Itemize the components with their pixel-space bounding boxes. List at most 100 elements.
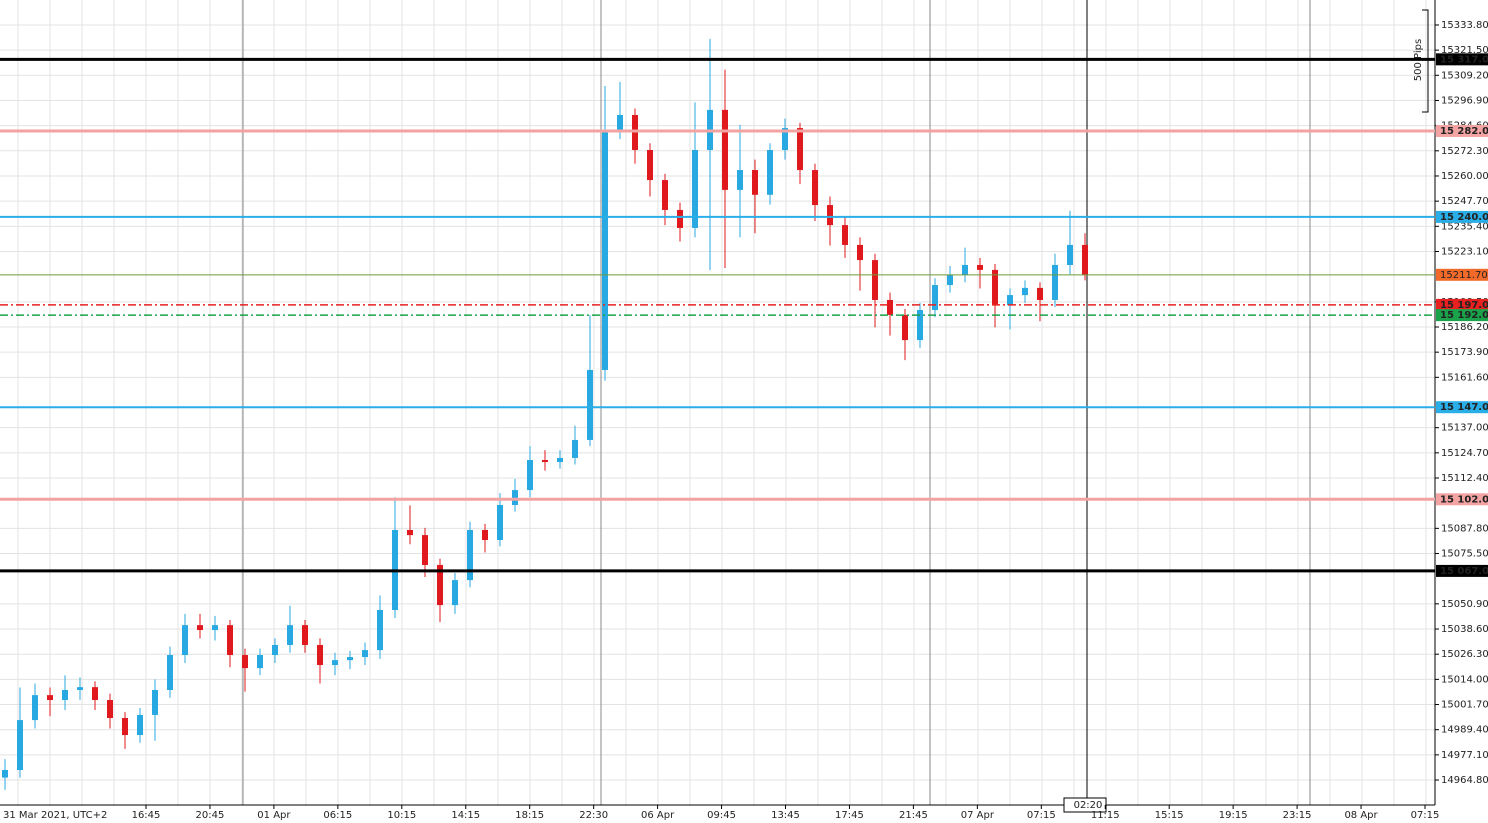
candle-body	[302, 625, 308, 645]
x-tick-label: 19:15	[1219, 810, 1248, 821]
candle-body	[512, 490, 518, 506]
candle-body	[662, 180, 668, 210]
candle-body	[2, 770, 8, 778]
candle-body	[347, 657, 353, 661]
level-label: 15 147.00	[1440, 402, 1488, 413]
candle-body	[842, 225, 848, 245]
candle-body	[632, 115, 638, 150]
x-tick-label: 01 Apr	[257, 810, 291, 821]
y-tick-label: 15296.90	[1441, 95, 1488, 106]
candle-body	[137, 714, 143, 736]
candle-body	[62, 690, 68, 701]
pip-ruler	[1422, 9, 1429, 113]
x-tick-label: 14:15	[451, 810, 480, 821]
y-tick-label: 15014.00	[1441, 674, 1488, 685]
y-tick-label: 15333.80	[1441, 20, 1488, 31]
grid	[0, 0, 1435, 805]
x-tick-label: 07:15	[1027, 810, 1056, 821]
candle-body	[827, 205, 833, 226]
candle-body	[587, 369, 593, 440]
candle-body	[77, 687, 83, 690]
candle-body	[692, 149, 698, 228]
x-tick-label: 22:30	[579, 810, 608, 821]
y-tick-label: 15247.70	[1441, 196, 1488, 207]
y-tick-label: 15026.30	[1441, 649, 1488, 660]
x-tick-label: 21:45	[899, 810, 928, 821]
candle-body	[977, 264, 983, 270]
candle-body	[152, 690, 158, 715]
candle-body	[752, 170, 758, 195]
level-box	[1436, 298, 1488, 311]
candle-body	[482, 529, 488, 541]
candle-body	[377, 609, 383, 651]
candle-body	[782, 128, 788, 150]
x-tick-label: 15:15	[1155, 810, 1184, 821]
candle-body	[737, 170, 743, 190]
candle-body	[602, 129, 608, 370]
candle-body	[1067, 244, 1073, 265]
candle-body	[572, 439, 578, 458]
y-tick-label: 15001.70	[1441, 700, 1488, 711]
candle-body	[962, 264, 968, 276]
y-tick-label: 15124.70	[1441, 448, 1488, 459]
y-tick-label: 15186.20	[1441, 322, 1488, 333]
level-box	[1436, 309, 1488, 322]
crosshair-label-box	[1063, 797, 1107, 813]
level-label: 15 102.00	[1440, 494, 1488, 505]
candle-body	[1037, 287, 1043, 300]
level-label: 15 067.00	[1440, 566, 1488, 577]
x-tick-label: 20:45	[196, 810, 225, 821]
x-tick-label: 06:15	[323, 810, 352, 821]
candle-body	[182, 625, 188, 656]
x-tick-label: 11:15	[1091, 810, 1120, 821]
candle-body	[887, 299, 893, 315]
candle-body	[722, 109, 728, 190]
candle-body	[422, 535, 428, 565]
y-tick-label: 14964.80	[1441, 775, 1488, 786]
candle-body	[212, 625, 218, 631]
candle-body	[797, 128, 803, 171]
candle-body	[917, 310, 923, 341]
y-tick-label: 15321.50	[1441, 45, 1488, 56]
level-label: 15 282.00	[1440, 126, 1488, 137]
candle-body	[677, 209, 683, 228]
candle-body	[227, 625, 233, 656]
x-tick-label: 06 Apr	[641, 810, 675, 821]
y-tick-label: 15309.20	[1441, 70, 1488, 81]
level-box	[1436, 493, 1488, 506]
current-price-label: 15211.70	[1440, 270, 1488, 281]
candle-body	[452, 580, 458, 606]
level-box	[1436, 53, 1488, 66]
candle-body	[197, 625, 203, 631]
level-box	[1436, 401, 1488, 414]
candle-body	[167, 655, 173, 690]
candle-body	[1052, 264, 1058, 300]
level-box	[1436, 210, 1488, 223]
level-label: 15 240.00	[1440, 212, 1488, 223]
level-label: 15 197.00	[1440, 300, 1488, 311]
x-tick-label: 31 Mar 2021, UTC+2	[3, 810, 107, 821]
y-tick-label: 15260.00	[1441, 171, 1488, 182]
x-tick-label: 18:15	[515, 810, 544, 821]
y-tick-label: 15223.10	[1441, 246, 1488, 257]
current-price-box	[1436, 268, 1488, 281]
candle-body	[362, 650, 368, 658]
candle-body	[257, 655, 263, 669]
level-box	[1436, 124, 1488, 137]
candle-body	[857, 244, 863, 261]
y-tick-label: 15161.60	[1441, 372, 1488, 383]
y-tick-label: 15272.30	[1441, 146, 1488, 157]
day-separators	[242, 0, 1311, 805]
candle-body	[1022, 287, 1028, 296]
candle-body	[932, 285, 938, 311]
candle-body	[647, 149, 653, 181]
candle-body	[32, 695, 38, 721]
candle-body	[557, 457, 563, 463]
candle-body	[902, 314, 908, 341]
candle-body	[437, 564, 443, 606]
x-tick-label: 07:15	[1411, 810, 1440, 821]
candle-body	[17, 720, 23, 771]
y-tick-label: 15075.50	[1441, 549, 1488, 560]
